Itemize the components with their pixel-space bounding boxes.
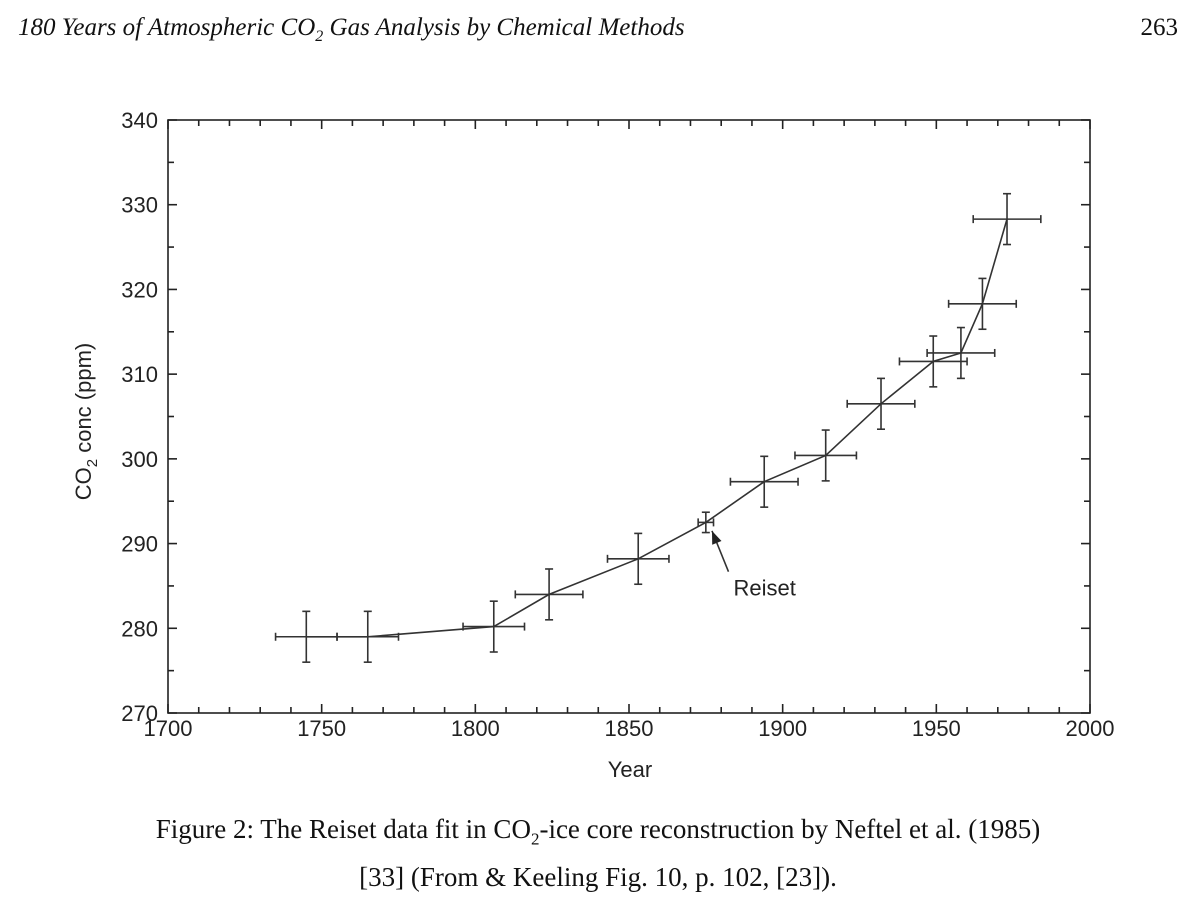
y-tick-label: 340	[121, 108, 158, 133]
x-tick-label: 1950	[912, 716, 961, 741]
annotation-label-reiset: Reiset	[733, 576, 795, 601]
x-axis-label: Year	[608, 757, 652, 782]
running-head: 180 Years of Atmospheric CO2 Gas Analysi…	[18, 14, 1178, 48]
x-tick-label: 1900	[758, 716, 807, 741]
caption-line-2: [33] (From & Keeling Fig. 10, p. 102, [2…	[359, 862, 837, 893]
x-tick-label: 1800	[451, 716, 500, 741]
caption-line-1: Figure 2: The Reiset data fit in CO2-ice…	[155, 814, 1041, 849]
annotation-arrow-head	[711, 530, 722, 545]
page-number: 263	[1140, 14, 1179, 41]
y-tick-label: 290	[121, 532, 158, 557]
y-tick-label: 270	[121, 701, 158, 726]
y-tick-label: 310	[121, 362, 158, 387]
co2-chart: 1700 1750 1800 1850 1900 1950 2000 270 280 290 300…	[71, 108, 1115, 782]
x-tick-label: 2000	[1066, 716, 1115, 741]
y-tick-label: 330	[121, 193, 158, 218]
y-tick-label: 320	[121, 277, 158, 302]
series-line	[306, 218, 1008, 638]
x-tick-label: 1850	[605, 716, 654, 741]
x-tick-label: 1750	[297, 716, 346, 741]
y-axis-label: CO2 conc (ppm)	[71, 343, 101, 501]
figure-caption: Figure 2: The Reiset data fit in CO2-ice…	[0, 810, 1196, 896]
x-tick-label: 1700	[144, 716, 193, 741]
y-tick-label: 300	[121, 447, 158, 472]
running-head-title: 180 Years of Atmospheric CO2 Gas Analysi…	[18, 14, 685, 45]
y-tick-label: 280	[121, 616, 158, 641]
